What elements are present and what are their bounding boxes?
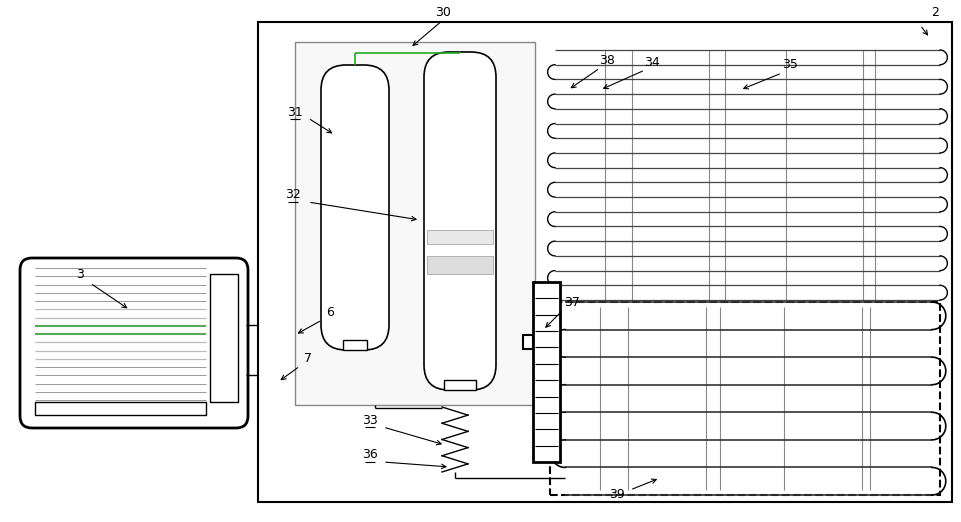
Bar xyxy=(550,302,940,495)
Text: 35: 35 xyxy=(782,58,798,72)
Bar xyxy=(35,402,206,415)
Bar xyxy=(295,42,535,405)
FancyBboxPatch shape xyxy=(321,65,389,350)
Bar xyxy=(427,256,493,274)
Text: 36: 36 xyxy=(362,448,378,461)
Text: 37: 37 xyxy=(564,295,579,309)
Text: 39: 39 xyxy=(609,489,625,502)
Text: 30: 30 xyxy=(435,6,451,18)
Text: 2: 2 xyxy=(931,6,939,18)
Text: 31: 31 xyxy=(287,105,303,118)
Text: 38: 38 xyxy=(599,53,615,66)
Text: 32: 32 xyxy=(285,188,301,201)
Bar xyxy=(258,22,952,502)
FancyBboxPatch shape xyxy=(424,52,496,390)
Text: 3: 3 xyxy=(76,268,84,281)
Bar xyxy=(210,274,238,402)
Bar xyxy=(523,335,533,349)
Bar xyxy=(343,340,367,350)
Bar xyxy=(444,380,476,390)
Bar xyxy=(427,230,493,244)
Text: 34: 34 xyxy=(644,55,660,68)
FancyBboxPatch shape xyxy=(20,258,248,428)
Text: 33: 33 xyxy=(362,413,378,426)
Text: 6: 6 xyxy=(326,306,333,319)
Bar xyxy=(533,282,560,462)
Text: 7: 7 xyxy=(304,351,312,364)
